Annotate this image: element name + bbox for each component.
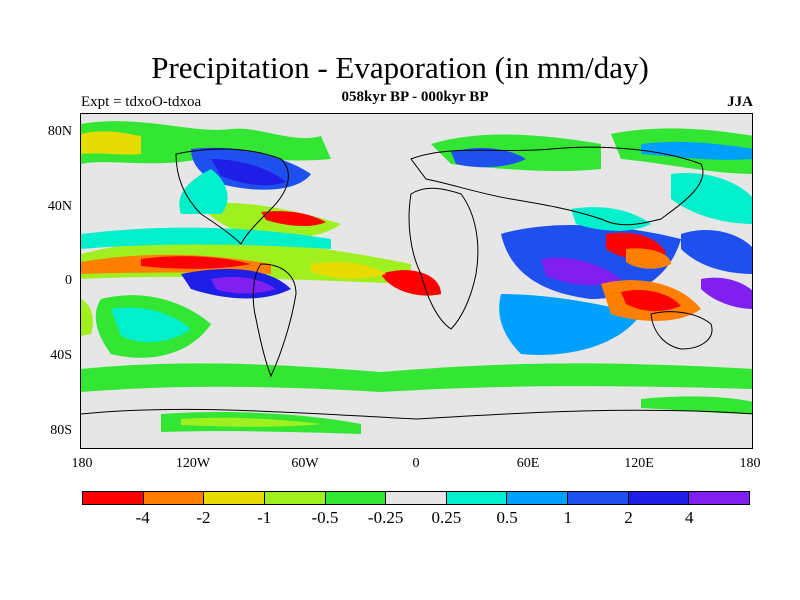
lat-tick-40s: 40S	[50, 348, 72, 363]
colorbar-segment	[325, 492, 387, 504]
field-patch	[541, 257, 621, 286]
lat-tick-80s: 80S	[50, 423, 72, 438]
lon-tick-180e: 180	[739, 456, 761, 471]
eurasia-coast	[410, 146, 704, 226]
lon-tick-0: 0	[412, 456, 420, 471]
colorbar-segment	[83, 492, 144, 504]
south-america-coast	[252, 263, 297, 378]
australia-coast	[650, 311, 713, 350]
field-patch	[311, 262, 386, 279]
lon-tick-120w: 120W	[175, 456, 211, 471]
lat-tick-40n: 40N	[47, 199, 72, 214]
field-patch	[261, 211, 326, 227]
field-patch	[451, 148, 526, 168]
season-label: JJA	[727, 94, 753, 110]
field-patch	[81, 363, 752, 392]
colorbar-label: -2	[196, 508, 211, 527]
colorbar-segment	[628, 492, 690, 504]
colorbar-label: -1	[257, 508, 272, 527]
field-patch	[81, 121, 331, 164]
colorbar-segment	[446, 492, 508, 504]
field-patch	[81, 131, 141, 155]
colorbar-segment	[689, 492, 750, 504]
antarctica-coast	[81, 408, 752, 420]
lat-tick-80n: 80N	[47, 124, 72, 139]
colorbar-label: 2	[624, 508, 633, 527]
map-subtitle: 058kyr BP - 000kyr BP	[341, 89, 489, 105]
field-patch	[621, 289, 681, 312]
field-patch	[211, 277, 276, 294]
coastlines	[81, 146, 752, 420]
field-patch	[141, 256, 251, 269]
lon-tick-60w: 60W	[291, 456, 319, 471]
experiment-label: Expt = tdxoO-tdxoa	[81, 94, 202, 110]
colorbar-label: -0.5	[311, 508, 339, 527]
field-patch	[626, 248, 671, 269]
colorbar-segment	[204, 492, 265, 504]
field-patch	[111, 307, 191, 343]
lat-tick-0: 0	[65, 273, 72, 288]
colorbar-label: 1	[563, 508, 573, 527]
field-patch	[701, 277, 752, 309]
lon-tick-120e: 120E	[624, 456, 654, 471]
field-patch	[641, 141, 752, 160]
field-patch	[499, 294, 641, 355]
lon-tick-60e: 60E	[516, 456, 540, 471]
africa-coast	[408, 187, 479, 330]
colorbar-segment	[264, 492, 326, 504]
colorbar-segment	[507, 492, 569, 504]
field-patch	[81, 299, 93, 336]
colorbar-label: 0.25	[431, 508, 462, 527]
precip-evap-field	[81, 114, 752, 448]
colorbar-label: 4	[685, 508, 694, 527]
field-patch	[181, 417, 321, 427]
colorbar-label: -4	[135, 508, 150, 527]
field-patch	[81, 227, 331, 249]
colorbar-segment	[143, 492, 205, 504]
colorbar-segment	[386, 492, 447, 504]
map-title: Precipitation - Evaporation (in mm/day)	[151, 50, 649, 85]
field-patch	[641, 396, 752, 414]
lon-tick-180w: 180	[71, 456, 93, 471]
field-patch	[211, 159, 286, 186]
colorbar-segment	[568, 492, 629, 504]
colorbar	[82, 491, 750, 505]
map-panel	[80, 113, 753, 449]
north-america-coast	[175, 148, 289, 245]
colorbar-label: -0.25	[367, 508, 404, 527]
field-patch	[671, 173, 752, 224]
field-patch	[681, 229, 752, 274]
colorbar-label: 0.5	[496, 508, 518, 527]
